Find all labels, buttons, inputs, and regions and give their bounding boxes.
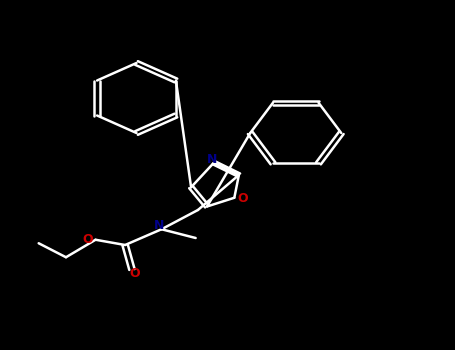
Text: N: N bbox=[154, 219, 164, 232]
Text: O: O bbox=[237, 192, 248, 205]
Text: O: O bbox=[82, 233, 93, 246]
Text: O: O bbox=[129, 267, 140, 280]
Text: N: N bbox=[207, 153, 217, 167]
